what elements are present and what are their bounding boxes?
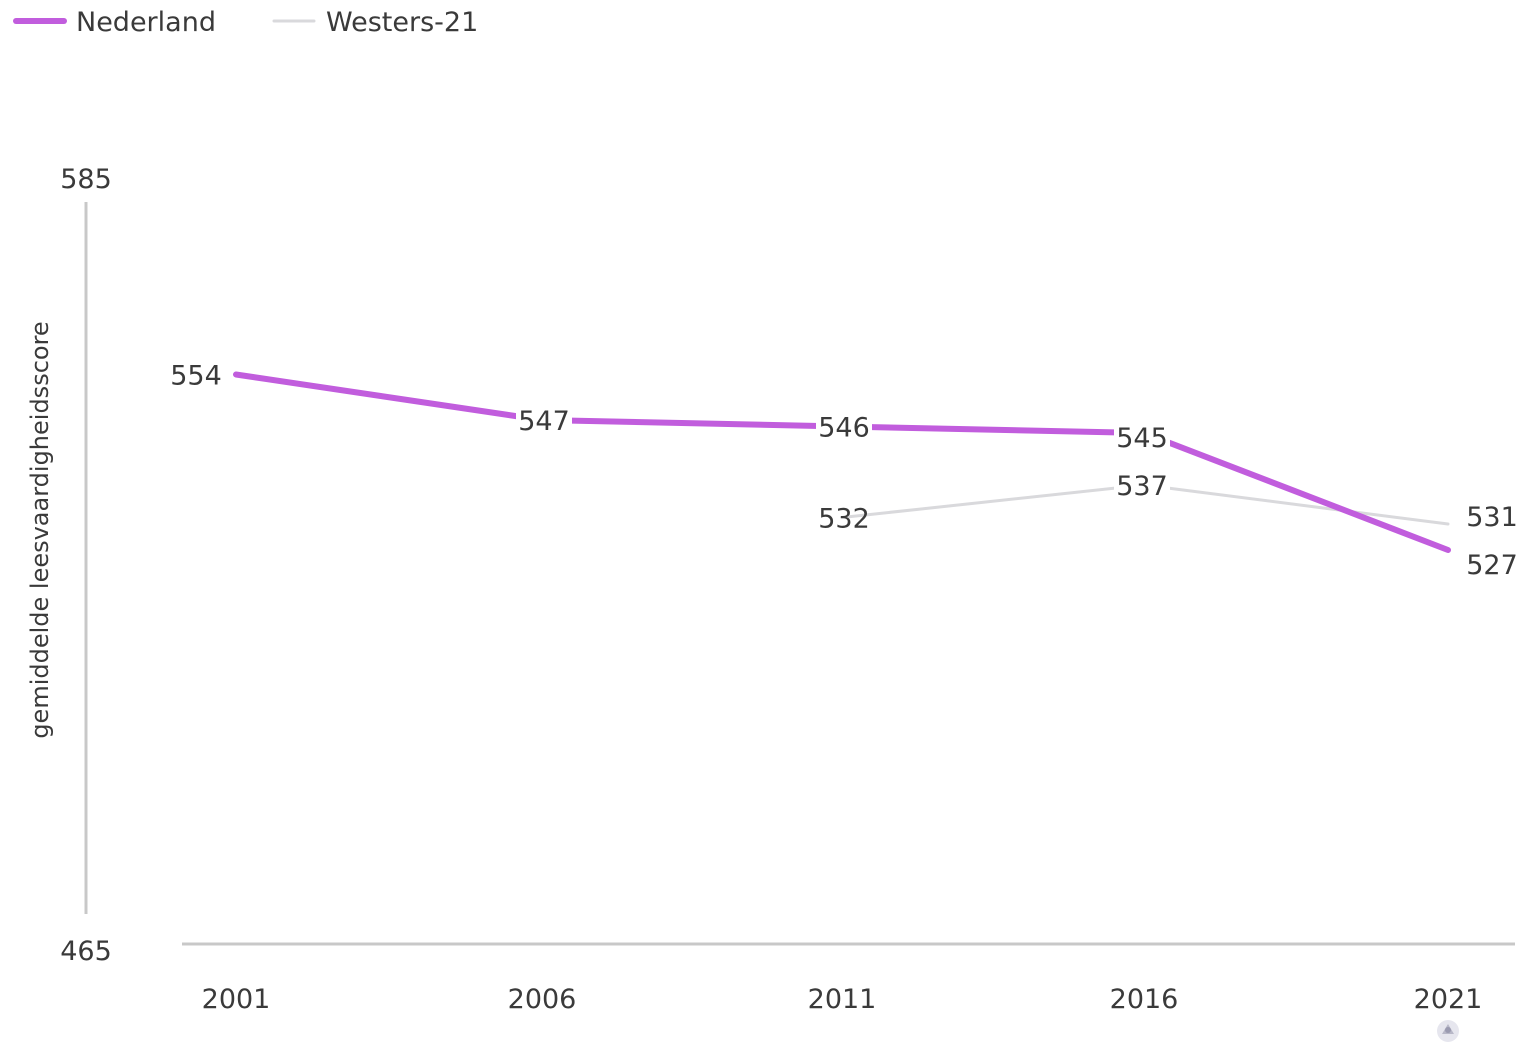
data-labels: 554 547 546 545 527 532 537 531 bbox=[170, 361, 1518, 582]
x-tick-labels: 2001 2006 2011 2016 2021 bbox=[202, 984, 1483, 1015]
data-label-bg bbox=[1114, 423, 1170, 453]
data-label-westers-21: 537 bbox=[1116, 471, 1168, 502]
data-label-westers-21: 532 bbox=[818, 504, 870, 535]
legend: Nederland Westers-21 bbox=[13, 7, 478, 38]
y-tick-label-top: 585 bbox=[60, 164, 112, 195]
data-label-bg bbox=[516, 406, 572, 436]
data-label-nederland: 527 bbox=[1466, 550, 1518, 581]
logo-icon bbox=[1437, 1020, 1459, 1042]
x-tick-label: 2016 bbox=[1110, 984, 1179, 1015]
x-tick-label: 2006 bbox=[508, 984, 577, 1015]
data-label-bg bbox=[1114, 471, 1170, 501]
x-tick-label: 2001 bbox=[202, 984, 271, 1015]
x-tick-label: 2021 bbox=[1414, 984, 1483, 1015]
data-label-westers-21: 531 bbox=[1466, 502, 1518, 533]
data-label-nederland: 545 bbox=[1116, 423, 1168, 454]
data-label-nederland: 547 bbox=[518, 406, 570, 437]
data-label-nederland: 554 bbox=[170, 361, 222, 392]
x-tick-label: 2011 bbox=[808, 984, 877, 1015]
y-tick-label-bottom: 465 bbox=[60, 936, 112, 967]
legend-label-nederland: Nederland bbox=[76, 7, 216, 38]
legend-item-westers-21[interactable]: Westers-21 bbox=[272, 7, 478, 38]
data-label-bg bbox=[816, 412, 872, 443]
x-axis: 2001 2006 2011 2016 2021 bbox=[182, 942, 1515, 1015]
legend-item-nederland[interactable]: Nederland bbox=[13, 7, 216, 38]
legend-label-westers-21: Westers-21 bbox=[326, 7, 478, 38]
y-axis-title: gemiddelde leesvaardigheidsscore bbox=[26, 321, 54, 738]
y-axis: 585 465 gemiddelde leesvaardigheidsscore bbox=[26, 164, 112, 967]
data-label-nederland: 546 bbox=[818, 413, 870, 444]
